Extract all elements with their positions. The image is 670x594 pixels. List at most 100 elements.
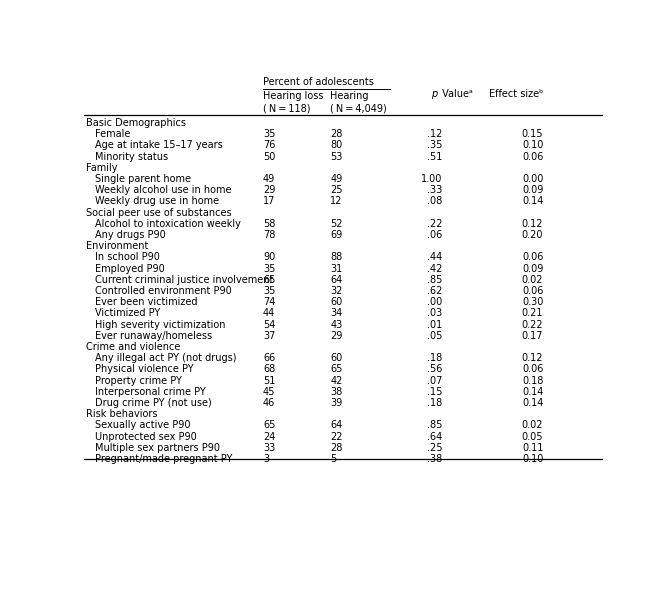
Text: Family: Family (86, 163, 118, 173)
Text: 0.18: 0.18 (522, 375, 543, 386)
Text: .38: .38 (427, 454, 442, 464)
Text: 17: 17 (263, 197, 275, 206)
Text: 28: 28 (330, 443, 343, 453)
Text: Ever been victimized: Ever been victimized (95, 297, 198, 307)
Text: Controlled environment P90: Controlled environment P90 (95, 286, 232, 296)
Text: 42: 42 (330, 375, 343, 386)
Text: 0.05: 0.05 (522, 432, 543, 442)
Text: Hearing
( N = 4,049): Hearing ( N = 4,049) (330, 91, 387, 113)
Text: 60: 60 (330, 353, 342, 364)
Text: .56: .56 (427, 365, 442, 374)
Text: 39: 39 (330, 398, 342, 408)
Text: .06: .06 (427, 230, 442, 240)
Text: 0.17: 0.17 (522, 331, 543, 341)
Text: .22: .22 (427, 219, 442, 229)
Text: .18: .18 (427, 398, 442, 408)
Text: 24: 24 (263, 432, 275, 442)
Text: Alcohol to intoxication weekly: Alcohol to intoxication weekly (95, 219, 241, 229)
Text: Physical violence PY: Physical violence PY (95, 365, 194, 374)
Text: 5: 5 (330, 454, 336, 464)
Text: 12: 12 (330, 197, 343, 206)
Text: 78: 78 (263, 230, 275, 240)
Text: In school P90: In school P90 (95, 252, 160, 263)
Text: 0.22: 0.22 (522, 320, 543, 330)
Text: .85: .85 (427, 275, 442, 285)
Text: 52: 52 (330, 219, 343, 229)
Text: 51: 51 (263, 375, 275, 386)
Text: Employed P90: Employed P90 (95, 264, 165, 274)
Text: 0.06: 0.06 (522, 365, 543, 374)
Text: .62: .62 (427, 286, 442, 296)
Text: Property crime PY: Property crime PY (95, 375, 182, 386)
Text: Basic Demographics: Basic Demographics (86, 118, 186, 128)
Text: Sexually active P90: Sexually active P90 (95, 421, 191, 431)
Text: 0.15: 0.15 (522, 129, 543, 139)
Text: 74: 74 (263, 297, 275, 307)
Text: 0.14: 0.14 (522, 197, 543, 206)
Text: Weekly alcohol use in home: Weekly alcohol use in home (95, 185, 232, 195)
Text: 65: 65 (263, 275, 275, 285)
Text: 69: 69 (330, 230, 342, 240)
Text: 0.14: 0.14 (522, 398, 543, 408)
Text: 22: 22 (330, 432, 343, 442)
Text: 66: 66 (263, 353, 275, 364)
Text: Valueᵃ: Valueᵃ (440, 89, 473, 99)
Text: 65: 65 (330, 365, 343, 374)
Text: 0.30: 0.30 (522, 297, 543, 307)
Text: 50: 50 (263, 151, 275, 162)
Text: 76: 76 (263, 140, 275, 150)
Text: 0.09: 0.09 (522, 264, 543, 274)
Text: 29: 29 (330, 331, 343, 341)
Text: 58: 58 (263, 219, 275, 229)
Text: Risk behaviors: Risk behaviors (86, 409, 158, 419)
Text: .00: .00 (427, 297, 442, 307)
Text: 33: 33 (263, 443, 275, 453)
Text: Weekly drug use in home: Weekly drug use in home (95, 197, 219, 206)
Text: .85: .85 (427, 421, 442, 431)
Text: 0.06: 0.06 (522, 151, 543, 162)
Text: .07: .07 (427, 375, 442, 386)
Text: 0.02: 0.02 (522, 275, 543, 285)
Text: .33: .33 (427, 185, 442, 195)
Text: 68: 68 (263, 365, 275, 374)
Text: .05: .05 (427, 331, 442, 341)
Text: 0.21: 0.21 (522, 308, 543, 318)
Text: 3: 3 (263, 454, 269, 464)
Text: Current criminal justice involvement: Current criminal justice involvement (95, 275, 273, 285)
Text: Victimized PY: Victimized PY (95, 308, 160, 318)
Text: 0.14: 0.14 (522, 387, 543, 397)
Text: 45: 45 (263, 387, 275, 397)
Text: 0.12: 0.12 (522, 219, 543, 229)
Text: 35: 35 (263, 286, 275, 296)
Text: p: p (431, 89, 437, 99)
Text: Drug crime PY (not use): Drug crime PY (not use) (95, 398, 212, 408)
Text: 44: 44 (263, 308, 275, 318)
Text: Social peer use of substances: Social peer use of substances (86, 207, 232, 217)
Text: 60: 60 (330, 297, 342, 307)
Text: Female: Female (95, 129, 131, 139)
Text: Hearing loss
( N = 118): Hearing loss ( N = 118) (263, 91, 324, 113)
Text: 54: 54 (263, 320, 275, 330)
Text: 80: 80 (330, 140, 342, 150)
Text: 0.09: 0.09 (522, 185, 543, 195)
Text: 35: 35 (263, 264, 275, 274)
Text: 49: 49 (330, 174, 342, 184)
Text: Multiple sex partners P90: Multiple sex partners P90 (95, 443, 220, 453)
Text: 88: 88 (330, 252, 342, 263)
Text: 0.10: 0.10 (522, 140, 543, 150)
Text: .35: .35 (427, 140, 442, 150)
Text: 37: 37 (263, 331, 275, 341)
Text: 0.02: 0.02 (522, 421, 543, 431)
Text: 38: 38 (330, 387, 342, 397)
Text: 64: 64 (330, 421, 342, 431)
Text: Percent of adolescents: Percent of adolescents (263, 77, 374, 87)
Text: 0.06: 0.06 (522, 286, 543, 296)
Text: Any illegal act PY (not drugs): Any illegal act PY (not drugs) (95, 353, 237, 364)
Text: Environment: Environment (86, 241, 149, 251)
Text: Minority status: Minority status (95, 151, 168, 162)
Text: 64: 64 (330, 275, 342, 285)
Text: .25: .25 (427, 443, 442, 453)
Text: 31: 31 (330, 264, 342, 274)
Text: .44: .44 (427, 252, 442, 263)
Text: .12: .12 (427, 129, 442, 139)
